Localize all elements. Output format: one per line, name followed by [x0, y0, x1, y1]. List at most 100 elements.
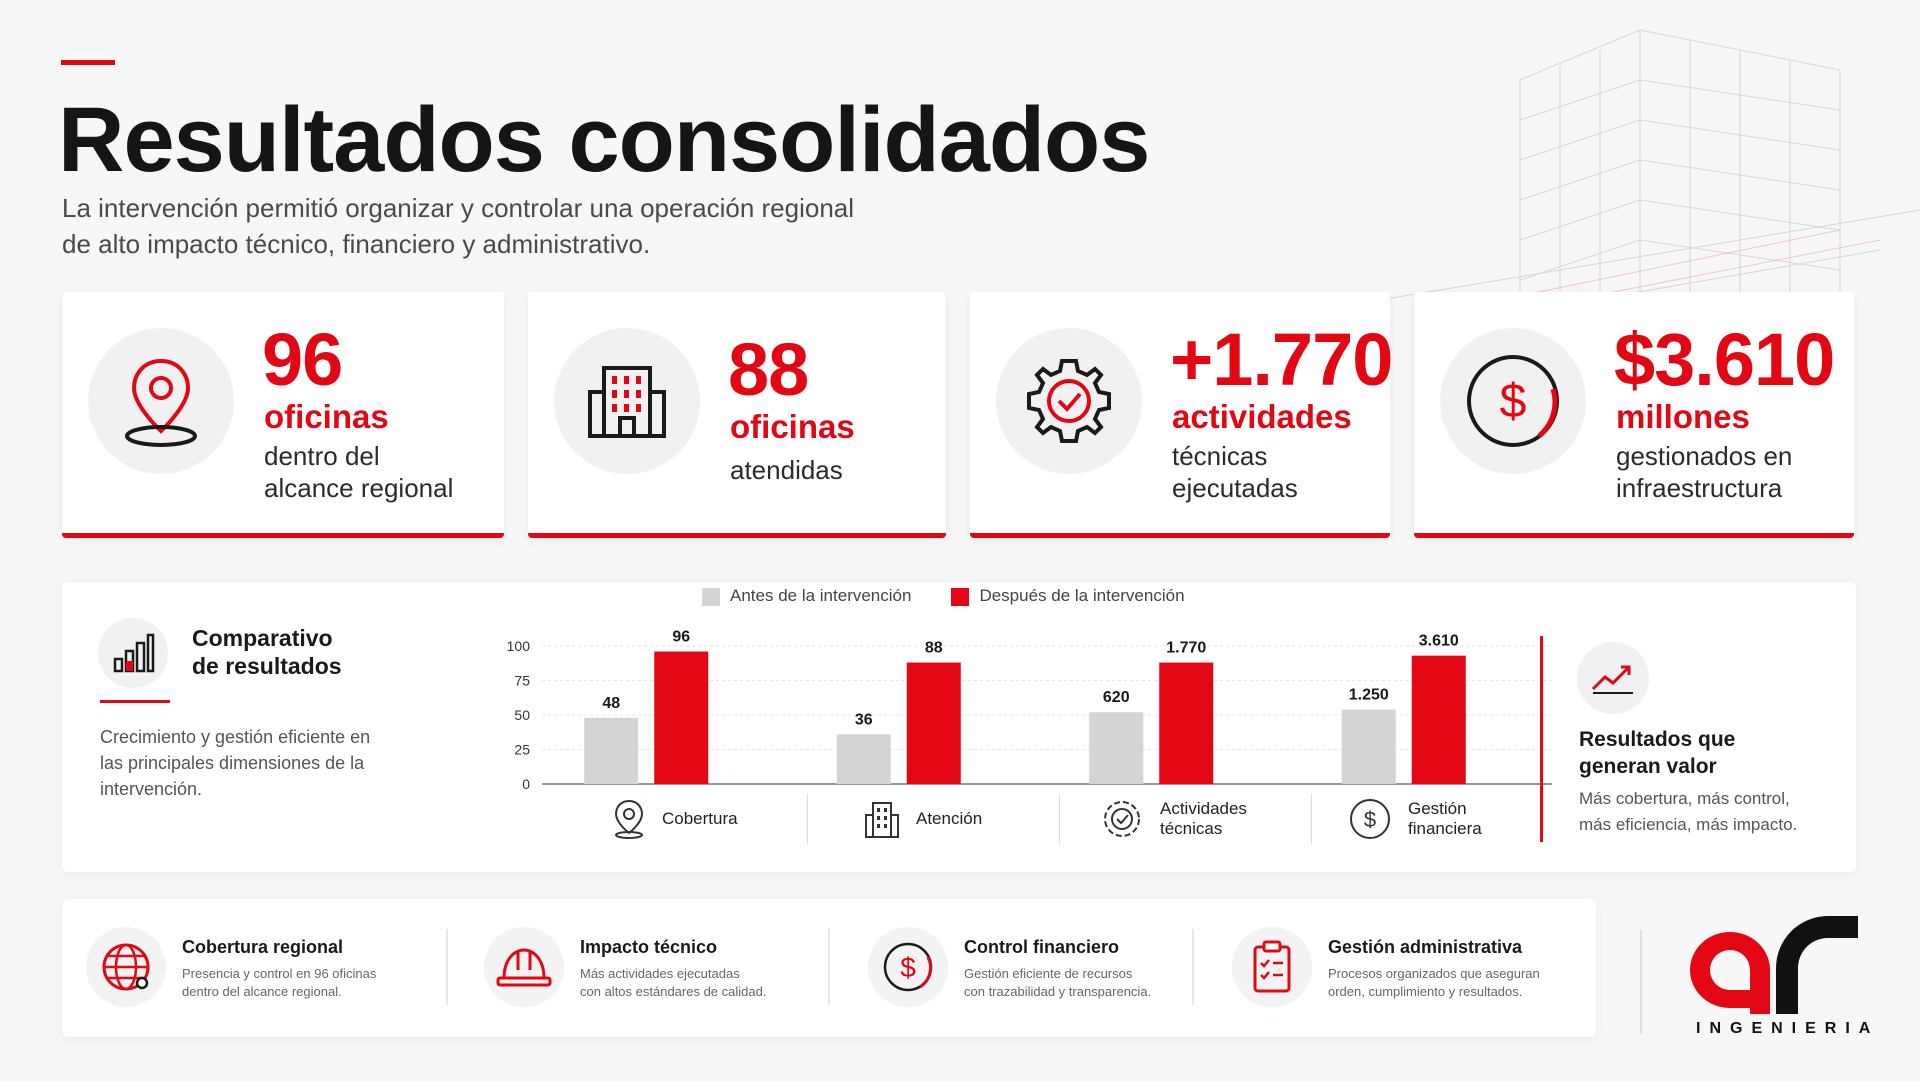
kpi-description: atendidas — [730, 454, 980, 486]
feature-title: Gestión administrativa — [1328, 937, 1523, 957]
kpi-desc-line-1: gestionados en — [1616, 441, 1793, 471]
category-label-line-1: Actividades — [1160, 799, 1247, 818]
kpi-desc-line-2: ejecutadas — [1172, 473, 1298, 503]
bar-value-label: 1.770 — [1166, 640, 1206, 657]
dollar-circle-icon: $ — [1350, 799, 1390, 839]
legend-label-after: Después de la intervención — [979, 586, 1185, 605]
bar — [584, 717, 639, 784]
feature-divider — [1192, 929, 1194, 1005]
gear-check-icon — [996, 328, 1142, 474]
kpi-card-actividades: +1.770 actividades técnicas ejecutadas — [970, 292, 1393, 538]
bar-value-label: 88 — [925, 640, 943, 657]
bar — [654, 651, 709, 784]
y-tick-label: 25 — [514, 742, 530, 758]
category-label-line-1: Cobertura — [662, 809, 738, 828]
category-actividades: Actividades técnicas — [1060, 794, 1312, 844]
feature-divider — [828, 929, 830, 1005]
page-title: Resultados consolidados — [58, 89, 1150, 191]
bar — [1089, 712, 1144, 784]
kpi-number: +1.770 — [1170, 318, 1393, 401]
feature-description: Gestión eficiente de recursos con trazabi… — [964, 965, 1204, 1001]
category-label-line-2: técnicas — [1160, 819, 1223, 838]
hard-hat-icon — [484, 927, 564, 1007]
bar-value-label: 36 — [855, 711, 873, 728]
bar — [1341, 709, 1396, 784]
value-divider — [1540, 636, 1543, 842]
bar-value-label: 1.250 — [1349, 686, 1389, 703]
svg-text:$: $ — [1364, 807, 1376, 832]
category-label-line-1: Gestión — [1408, 799, 1467, 818]
kpi-desc-line-2: infraestructura — [1616, 473, 1783, 503]
kpi-desc-line-1: técnicas — [1172, 441, 1268, 471]
category-row: Cobertura Atención Actividades técnicas $… — [542, 794, 1542, 844]
category-gestion: $ Gestión financiera — [1312, 794, 1542, 844]
dollar-circle-icon: $ — [1440, 328, 1586, 474]
bar-value-label: 48 — [602, 695, 620, 712]
category-label: Gestión financiera — [1408, 799, 1482, 839]
feature-desc-line-2: con trazabilidad y transparencia. — [964, 984, 1152, 999]
kpi-number: 96 — [262, 318, 343, 401]
legend-before: Antes de la intervención — [702, 586, 911, 606]
kpi-desc-line-2: alcance regional — [264, 473, 454, 503]
ar-ingenieria-logo — [1690, 916, 1858, 1014]
location-pin-icon — [614, 799, 644, 839]
kpi-description: gestionados en infraestructura — [1616, 440, 1866, 504]
category-label-line-1: Atención — [916, 809, 983, 828]
legend-after: Después de la intervención — [951, 586, 1185, 606]
kpi-card-oficinas-atendidas: 88 oficinas atendidas — [528, 292, 946, 538]
feature-title: Cobertura regional — [182, 937, 344, 957]
feature-title: Impacto técnico — [580, 937, 718, 957]
comparison-title-line-2: de resultados — [192, 653, 342, 679]
bar-value-label: 3.610 — [1419, 633, 1459, 650]
bar — [1159, 662, 1214, 784]
feature-desc-line-1: Gestión eficiente de recursos — [964, 966, 1133, 981]
y-tick-label: 50 — [514, 707, 530, 723]
value-desc-line-1: Más cobertura, más control, — [1579, 789, 1790, 808]
chart-legend: Antes de la intervención Después de la i… — [702, 582, 1185, 610]
kpi-desc-line-1: dentro del — [264, 441, 380, 471]
comparison-panel: Comparativo de resultados Crecimiento y … — [62, 582, 1856, 872]
comparison-title-line-1: Comparativo — [192, 625, 333, 651]
legend-label-before: Antes de la intervención — [730, 586, 912, 605]
feature-desc-line-2: dentro del alcance regional. — [182, 984, 342, 999]
bar — [836, 734, 891, 784]
kpi-card-oficinas-alcance: 96 oficinas dentro del alcance regional — [62, 292, 504, 538]
feature-desc-line-1: Más actividades ejecutadas — [580, 966, 740, 981]
feature-desc-line-1: Procesos organizados que aseguran — [1328, 966, 1540, 981]
gear-check-icon — [1104, 801, 1140, 837]
logo-divider — [1640, 930, 1642, 1034]
feature-desc-line-2: con altos estándares de calidad. — [580, 984, 767, 999]
value-description: Más cobertura, más control, más eficienc… — [1579, 786, 1839, 838]
comparison-description: Crecimiento y gestión eficiente en las p… — [100, 727, 371, 799]
comparison-title: Comparativo de resultados — [192, 624, 392, 680]
kpi-unit: oficinas — [264, 398, 389, 435]
value-title-line-2: generan valor — [1579, 755, 1717, 778]
subtitle-line-2: de alto impacto técnico, financiero y ad… — [62, 229, 651, 259]
value-title-line-1: Resultados que — [1579, 728, 1736, 751]
category-label: Actividades técnicas — [1160, 799, 1247, 839]
building-sketch-background — [1379, 29, 1920, 330]
location-pin-icon — [88, 328, 234, 474]
subtitle-line-1: La intervención permitió organizar y con… — [62, 193, 855, 223]
kpi-description: técnicas ejecutadas — [1172, 440, 1422, 504]
kpi-unit: oficinas — [730, 408, 855, 445]
value-title: Resultados que generan valor — [1579, 726, 1819, 780]
bar-value-label: 96 — [672, 629, 690, 646]
category-cobertura: Cobertura — [542, 794, 808, 844]
comparison-bar-chart: 100 75 50 25 0 48 96 36 88 620 1.770 1.250 3.610 — [507, 629, 1552, 792]
features-strip: Cobertura regional Presencia y control e… — [62, 899, 1596, 1037]
category-atencion: Atención — [808, 794, 1060, 844]
y-tick-label: 100 — [507, 638, 531, 654]
kpi-card-millones: $ $3.610 millones gestionados en infraes… — [1414, 292, 1854, 538]
logo-text: INGENIERIA — [1696, 1020, 1880, 1037]
bar-chart-icon — [98, 618, 168, 688]
kpi-number: $3.610 — [1614, 318, 1835, 401]
legend-swatch-before — [702, 587, 720, 606]
feature-desc-line-2: orden, cumplimiento y resultados. — [1328, 984, 1523, 999]
legend-swatch-after — [951, 587, 970, 606]
clipboard-icon — [1232, 927, 1312, 1007]
bar — [906, 662, 961, 784]
feature-desc-line-1: Presencia y control en 96 oficinas — [182, 966, 377, 981]
kpi-desc-line-1: atendidas — [730, 455, 843, 485]
category-label: Atención — [916, 809, 982, 829]
